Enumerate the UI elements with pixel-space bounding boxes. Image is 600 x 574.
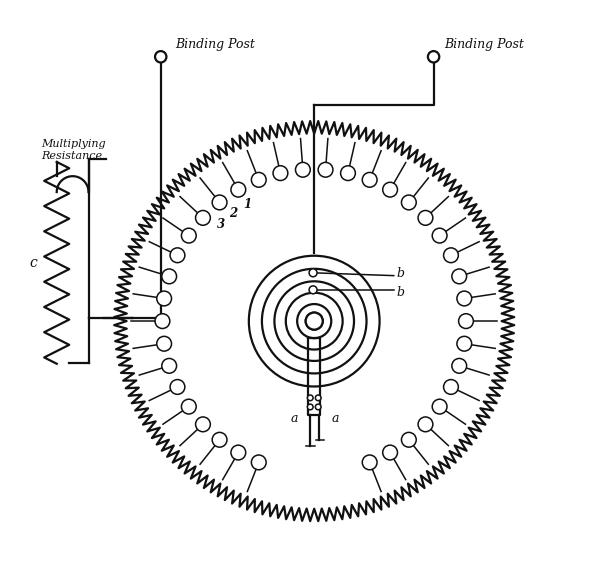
Circle shape <box>162 358 176 373</box>
Circle shape <box>307 404 313 410</box>
Circle shape <box>401 195 416 210</box>
Text: Multiplying
Resistance: Multiplying Resistance <box>41 139 106 161</box>
Circle shape <box>309 269 317 277</box>
Circle shape <box>362 172 377 187</box>
Circle shape <box>418 211 433 225</box>
Circle shape <box>273 166 288 181</box>
Circle shape <box>162 269 176 284</box>
Circle shape <box>452 269 467 284</box>
Circle shape <box>432 228 447 243</box>
Circle shape <box>157 291 172 306</box>
Text: c: c <box>29 256 37 270</box>
Circle shape <box>170 248 185 263</box>
Circle shape <box>457 336 472 351</box>
Text: a: a <box>332 412 340 425</box>
Circle shape <box>196 211 211 225</box>
Circle shape <box>170 379 185 394</box>
Circle shape <box>362 455 377 470</box>
Circle shape <box>316 404 321 410</box>
Circle shape <box>155 51 166 63</box>
Circle shape <box>428 51 439 63</box>
Circle shape <box>155 314 170 328</box>
Circle shape <box>458 314 473 328</box>
Circle shape <box>295 162 310 177</box>
Circle shape <box>432 399 447 414</box>
Circle shape <box>181 228 196 243</box>
Circle shape <box>251 172 266 187</box>
Text: 1: 1 <box>243 198 251 211</box>
Circle shape <box>443 248 458 263</box>
Circle shape <box>307 395 313 401</box>
Text: b: b <box>397 267 404 281</box>
Text: a: a <box>290 412 298 425</box>
Circle shape <box>418 417 433 432</box>
Text: Binding Post: Binding Post <box>175 38 255 51</box>
Circle shape <box>196 417 211 432</box>
Text: Binding Post: Binding Post <box>444 38 524 51</box>
Text: b: b <box>397 286 404 299</box>
Text: 2: 2 <box>229 207 237 220</box>
Circle shape <box>212 195 227 210</box>
Circle shape <box>341 166 355 181</box>
Circle shape <box>212 432 227 447</box>
Circle shape <box>157 336 172 351</box>
Circle shape <box>457 291 472 306</box>
Circle shape <box>305 313 323 329</box>
Circle shape <box>452 358 467 373</box>
Circle shape <box>231 445 246 460</box>
Circle shape <box>443 379 458 394</box>
Circle shape <box>318 162 333 177</box>
Circle shape <box>316 395 321 401</box>
Circle shape <box>251 455 266 470</box>
Circle shape <box>231 183 246 197</box>
Circle shape <box>309 286 317 294</box>
Circle shape <box>383 183 397 197</box>
Circle shape <box>401 432 416 447</box>
Text: 3: 3 <box>217 218 224 231</box>
Circle shape <box>383 445 397 460</box>
Circle shape <box>181 399 196 414</box>
